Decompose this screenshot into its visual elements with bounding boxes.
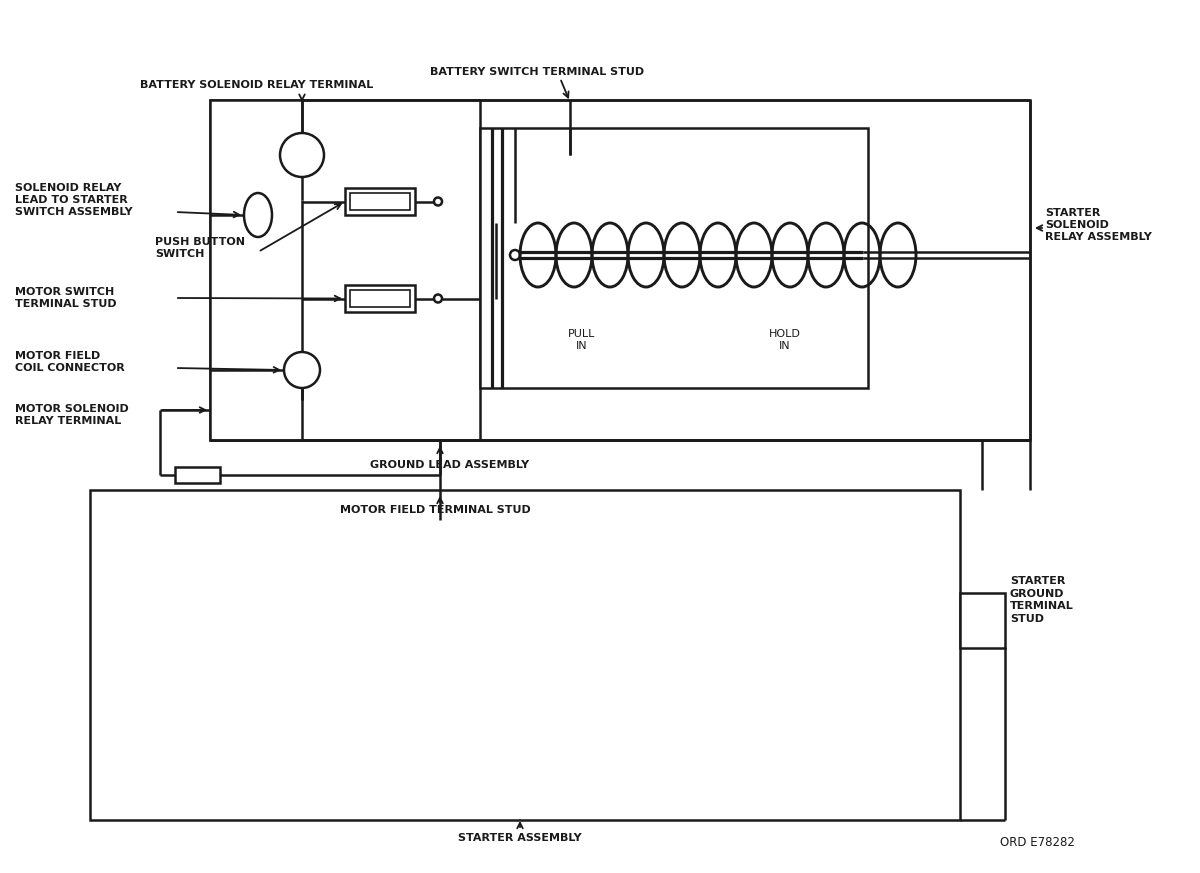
Bar (90, 490, 960, 820)
Text: MOTOR SWITCH
TERMINAL STUD: MOTOR SWITCH TERMINAL STUD (14, 287, 116, 309)
Text: PUSH BUTTON
SWITCH: PUSH BUTTON SWITCH (155, 237, 245, 259)
Circle shape (510, 250, 520, 260)
Bar (175, 467, 220, 483)
Text: BATTERY SWITCH TERMINAL STUD: BATTERY SWITCH TERMINAL STUD (430, 67, 644, 77)
Bar (480, 128, 868, 388)
Text: MOTOR FIELD TERMINAL STUD: MOTOR FIELD TERMINAL STUD (340, 505, 530, 515)
Text: BATTERY SOLENOID RELAY TERMINAL: BATTERY SOLENOID RELAY TERMINAL (140, 80, 373, 90)
Bar (210, 100, 1030, 440)
Ellipse shape (244, 193, 272, 237)
Bar (960, 593, 1006, 648)
Bar (346, 188, 415, 215)
Bar (346, 285, 415, 312)
Circle shape (434, 197, 442, 205)
Bar (210, 100, 480, 440)
Text: PULL
IN: PULL IN (569, 329, 595, 351)
Text: STARTER
GROUND
TERMINAL
STUD: STARTER GROUND TERMINAL STUD (1010, 576, 1074, 623)
Bar (350, 290, 410, 307)
Circle shape (280, 133, 324, 177)
Circle shape (434, 294, 442, 303)
Text: SOLENOID RELAY
LEAD TO STARTER
SWITCH ASSEMBLY: SOLENOID RELAY LEAD TO STARTER SWITCH AS… (14, 182, 133, 217)
Text: MOTOR SOLENOID
RELAY TERMINAL: MOTOR SOLENOID RELAY TERMINAL (14, 404, 128, 426)
Text: STARTER
SOLENOID
RELAY ASSEMBLY: STARTER SOLENOID RELAY ASSEMBLY (1045, 208, 1152, 243)
Text: HOLD
IN: HOLD IN (769, 329, 800, 351)
Circle shape (284, 352, 320, 388)
Text: ORD E78282: ORD E78282 (1000, 836, 1075, 849)
Text: GROUND LEAD ASSEMBLY: GROUND LEAD ASSEMBLY (370, 460, 529, 470)
Text: STARTER ASSEMBLY: STARTER ASSEMBLY (458, 833, 582, 843)
Text: MOTOR FIELD
COIL CONNECTOR: MOTOR FIELD COIL CONNECTOR (14, 351, 125, 373)
Bar (350, 193, 410, 210)
